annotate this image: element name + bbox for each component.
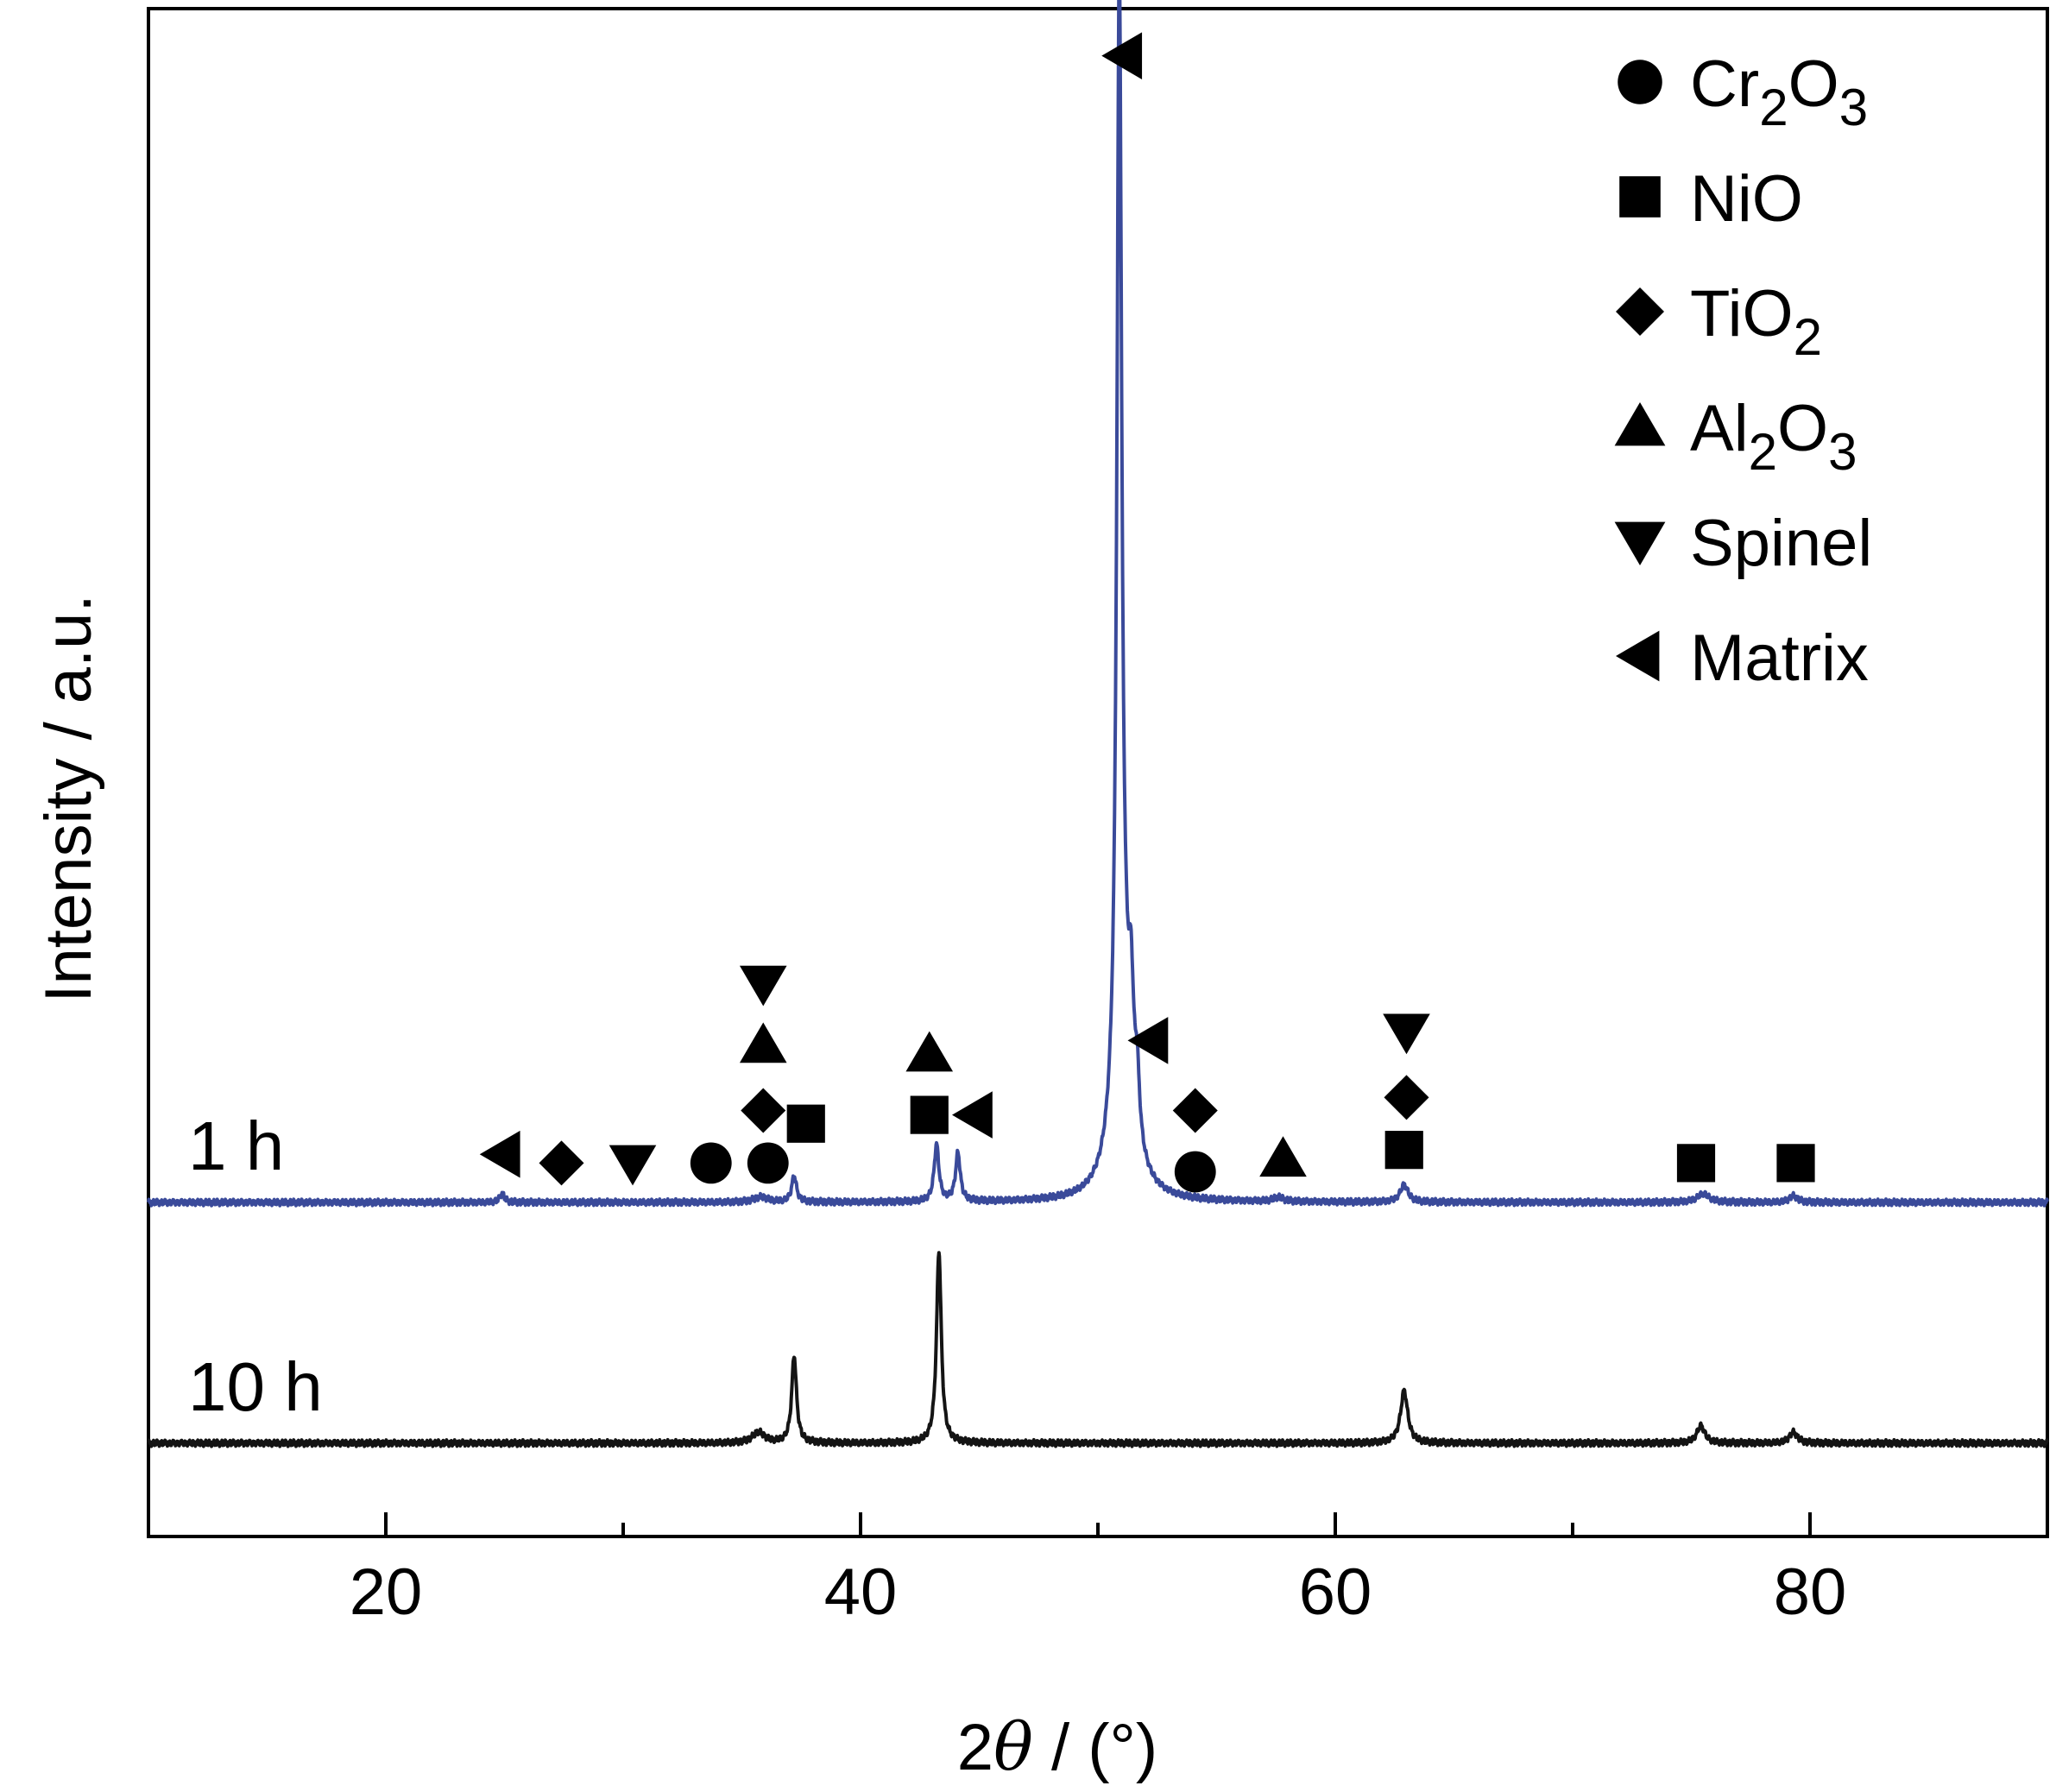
- legend-triangle-down-marker: [1614, 521, 1666, 565]
- circle-marker: [690, 1142, 732, 1184]
- triangle-up-marker: [739, 1022, 787, 1063]
- x-tick-label: 40: [824, 1555, 898, 1629]
- legend-label: NiO: [1690, 162, 1803, 236]
- plot-frame: [147, 7, 2049, 1538]
- triangle-left-marker: [952, 1091, 993, 1139]
- triangle-down-marker: [609, 1145, 657, 1186]
- legend-label: Matrix: [1690, 622, 1869, 695]
- diamond-marker: [1172, 1088, 1218, 1133]
- diamond-marker: [539, 1140, 584, 1186]
- series-line-10h: [147, 1251, 2049, 1448]
- circle-marker: [747, 1142, 789, 1184]
- square-marker: [1676, 1144, 1716, 1183]
- series-label-10h: 10 h: [188, 1348, 323, 1425]
- legend-label: TiO2: [1690, 277, 1822, 366]
- legend-circle-marker: [1618, 60, 1662, 104]
- legend-diamond-marker: [1616, 287, 1664, 336]
- x-axis-title: 2θ / (°): [957, 1708, 1157, 1785]
- series-lines: [147, 0, 2049, 1448]
- triangle-down-marker: [1383, 1013, 1430, 1055]
- legend: Cr2O3 NiO TiO2 Al2O3 Spinel Matrix: [1614, 47, 1872, 695]
- series-label-1h: 1 h: [188, 1107, 284, 1184]
- legend-label: Cr2O3: [1690, 47, 1868, 136]
- square-marker: [786, 1104, 825, 1143]
- legend-label: Spinel: [1690, 507, 1872, 580]
- circle-marker: [1174, 1151, 1216, 1193]
- diamond-marker: [741, 1088, 786, 1133]
- legend-triangle-left-marker: [1616, 630, 1660, 682]
- y-axis-title: Intensity / a.u.: [32, 594, 105, 1002]
- triangle-left-marker: [479, 1130, 520, 1178]
- legend-label: Al2O3: [1690, 392, 1857, 481]
- series-labels: 1 h 10 h: [188, 1107, 323, 1425]
- square-marker: [910, 1095, 949, 1134]
- diamond-marker: [1384, 1075, 1429, 1120]
- x-tick-label: 80: [1774, 1555, 1847, 1629]
- legend-triangle-up-marker: [1614, 402, 1666, 446]
- x-tick-label: 20: [350, 1555, 423, 1629]
- triangle-down-marker: [739, 965, 787, 1006]
- triangle-left-marker: [1101, 32, 1143, 79]
- triangle-left-marker: [1127, 1017, 1169, 1064]
- peak-markers: [479, 32, 1815, 1193]
- square-marker: [1384, 1131, 1423, 1170]
- legend-square-marker: [1619, 176, 1661, 218]
- triangle-up-marker: [1259, 1136, 1307, 1177]
- series-line-1h: [147, 0, 2049, 1208]
- x-tick-label: 60: [1299, 1555, 1372, 1629]
- square-marker: [1776, 1144, 1815, 1183]
- x-axis-ticks: 20 40 60 80: [350, 1512, 1847, 1629]
- triangle-up-marker: [905, 1031, 954, 1072]
